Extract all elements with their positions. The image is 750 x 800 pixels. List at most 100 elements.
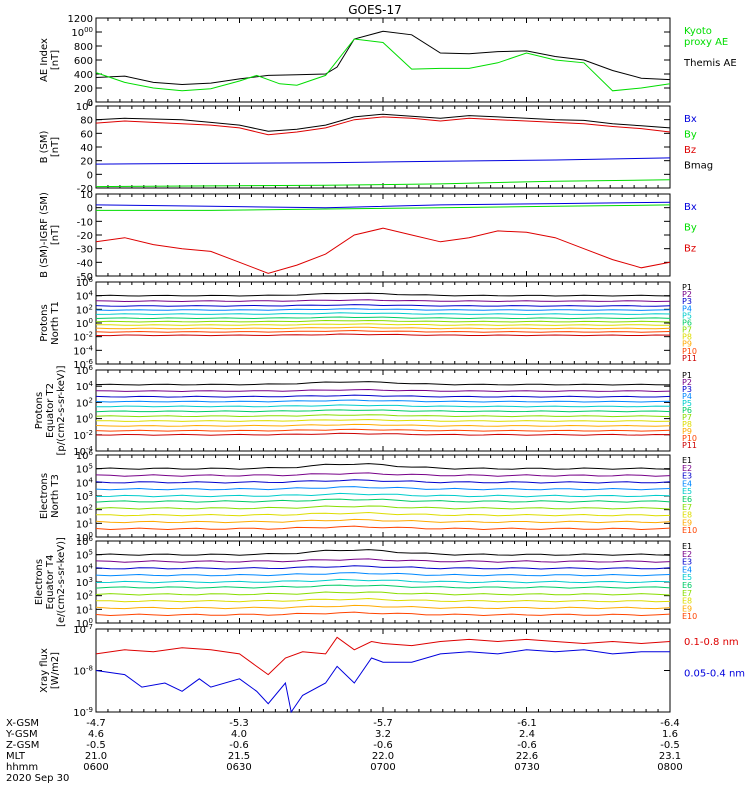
series-line xyxy=(95,505,671,510)
legend-entry: E3 xyxy=(682,472,692,481)
series-line xyxy=(95,649,670,714)
legend-entry: proxy AE xyxy=(684,37,728,48)
legend-entry: E6 xyxy=(682,581,692,590)
y-tick-label: 1200 xyxy=(68,14,93,25)
series-line xyxy=(95,316,671,320)
series-line xyxy=(95,292,671,297)
y-axis-label: Electrons xyxy=(34,559,45,605)
legend-entry: P6 xyxy=(682,406,692,415)
series-line xyxy=(95,304,671,307)
series-line xyxy=(95,549,671,556)
series-line xyxy=(95,636,671,676)
footer-value: 0730 xyxy=(514,762,539,773)
y-tick-label: 106 xyxy=(76,535,94,548)
legend-entry: P5 xyxy=(682,311,692,320)
footer-value: -0.6 xyxy=(229,740,249,751)
y-tick-label: 104 xyxy=(76,562,94,575)
legend-entry: P10 xyxy=(682,347,697,356)
y-axis-label: [nT] xyxy=(50,225,61,245)
legend-entry: E4 xyxy=(682,565,692,574)
footer-value: -5.3 xyxy=(229,718,249,729)
series-line xyxy=(95,38,671,92)
legend-entry: E9 xyxy=(682,604,692,613)
series-line xyxy=(95,113,671,132)
series-line xyxy=(95,381,671,386)
y-axis-label: [nT] xyxy=(50,137,61,157)
y-axis-label: B (SM) xyxy=(39,130,50,163)
y-tick-label: 0 xyxy=(87,204,93,215)
legend-entry: E7 xyxy=(682,589,692,598)
y-tick-label: 104 xyxy=(76,380,94,393)
y-tick-label: 200 xyxy=(74,84,93,95)
series-line xyxy=(95,399,671,403)
footer-value: 0600 xyxy=(83,762,108,773)
y-axis-label: Xray flux xyxy=(39,648,50,693)
legend-entry: By xyxy=(684,130,697,141)
y-tick-label: 104 xyxy=(76,476,94,489)
y-tick-label: 10-2 xyxy=(73,331,93,344)
y-tick-label: -20 xyxy=(77,184,93,195)
legend-entry: Themis AE xyxy=(683,58,737,69)
series-line xyxy=(95,525,671,531)
y-tick-label: 103 xyxy=(76,576,93,589)
series-line xyxy=(95,486,671,491)
y-tick-label: 1000 xyxy=(71,26,93,39)
y-tick-label: -30 xyxy=(77,245,93,256)
series-line xyxy=(95,578,671,584)
y-tick-label: 104 xyxy=(76,290,94,303)
series-line xyxy=(95,388,671,393)
y-tick-label: 106 xyxy=(76,364,94,377)
footer-row-label: Y-GSM xyxy=(5,729,38,740)
chart-title: GOES-17 xyxy=(348,3,402,17)
footer-value: -4.7 xyxy=(86,718,106,729)
series-line xyxy=(95,428,671,432)
y-tick-label: 10-4 xyxy=(73,344,93,357)
y-tick-label: -20 xyxy=(77,231,93,242)
y-tick-label: 600 xyxy=(74,56,93,67)
y-tick-label: 800 xyxy=(74,42,93,53)
footer-value: 23.1 xyxy=(659,751,681,762)
y-tick-label: 102 xyxy=(76,504,93,517)
legend-entry: Bx xyxy=(684,114,697,125)
y-tick-label: 100 xyxy=(76,413,93,426)
legend-entry: P2 xyxy=(682,378,692,387)
footer-value: 1.6 xyxy=(662,729,678,740)
legend-entry: E2 xyxy=(682,464,692,473)
panel-frame xyxy=(95,628,671,713)
y-tick-label: 10-2 xyxy=(73,429,93,442)
y-tick-label: 10 xyxy=(80,190,93,201)
y-tick-label: 80 xyxy=(80,116,93,127)
series-line xyxy=(96,597,671,603)
legend-entry: Bz xyxy=(684,145,696,156)
footer-row-label: X-GSM xyxy=(6,718,39,729)
legend-entry: E2 xyxy=(682,550,692,559)
y-tick-label: 100 xyxy=(76,531,93,544)
y-tick-label: 106 xyxy=(76,276,94,289)
y-tick-label: 101 xyxy=(76,603,93,616)
series-line xyxy=(95,333,671,337)
legend-entry: P11 xyxy=(682,441,697,450)
series-line xyxy=(95,572,671,577)
y-tick-label: 102 xyxy=(76,303,93,316)
legend-entry: P8 xyxy=(682,420,692,429)
series-line xyxy=(95,409,671,413)
y-tick-label: -50 xyxy=(77,272,93,283)
legend-entry: E7 xyxy=(682,503,692,512)
series-line xyxy=(95,584,671,589)
y-tick-label: 0 xyxy=(87,170,93,181)
series-line xyxy=(95,326,671,330)
footer-value: 0800 xyxy=(657,762,682,773)
series-line xyxy=(95,157,671,165)
y-tick-label: 10-9 xyxy=(73,706,93,719)
series-line xyxy=(95,498,671,503)
legend-entry: P10 xyxy=(682,434,697,443)
series-line xyxy=(96,204,671,211)
y-axis-label: Electrons xyxy=(39,473,50,519)
footer-value: 21.0 xyxy=(85,751,107,762)
legend-entry: 0.05-0.4 nm xyxy=(684,669,745,680)
legend-entry: 0.1-0.8 nm xyxy=(684,637,739,648)
y-tick-label: 10-6 xyxy=(73,358,93,371)
legend-entry: Kyoto xyxy=(684,26,712,37)
panel-frame xyxy=(95,105,671,189)
series-line xyxy=(96,323,671,326)
